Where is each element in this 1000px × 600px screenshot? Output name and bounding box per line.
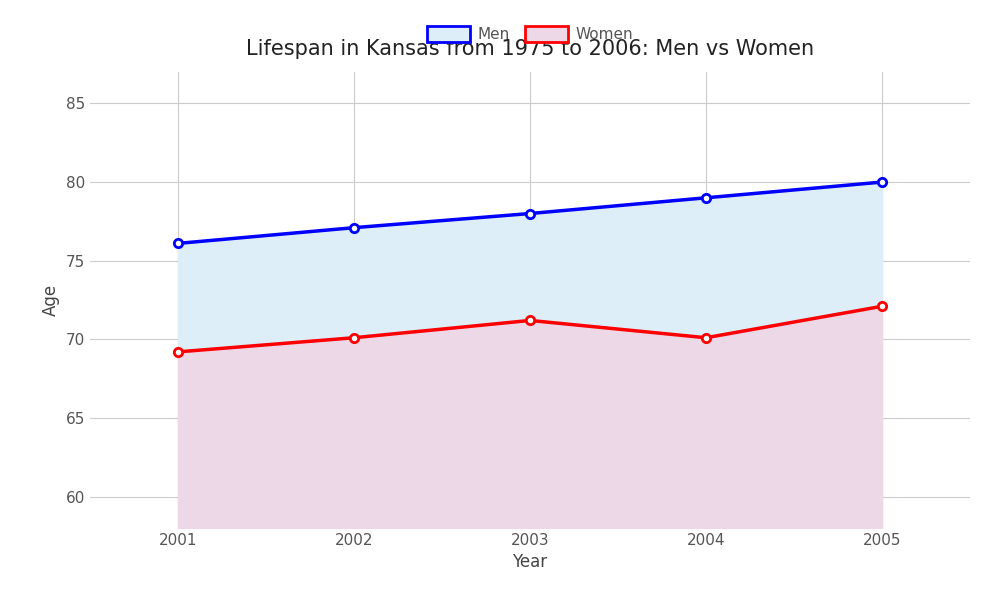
Legend: Men, Women: Men, Women xyxy=(421,20,639,49)
Title: Lifespan in Kansas from 1975 to 2006: Men vs Women: Lifespan in Kansas from 1975 to 2006: Me… xyxy=(246,40,814,59)
X-axis label: Year: Year xyxy=(512,553,548,571)
Y-axis label: Age: Age xyxy=(42,284,60,316)
